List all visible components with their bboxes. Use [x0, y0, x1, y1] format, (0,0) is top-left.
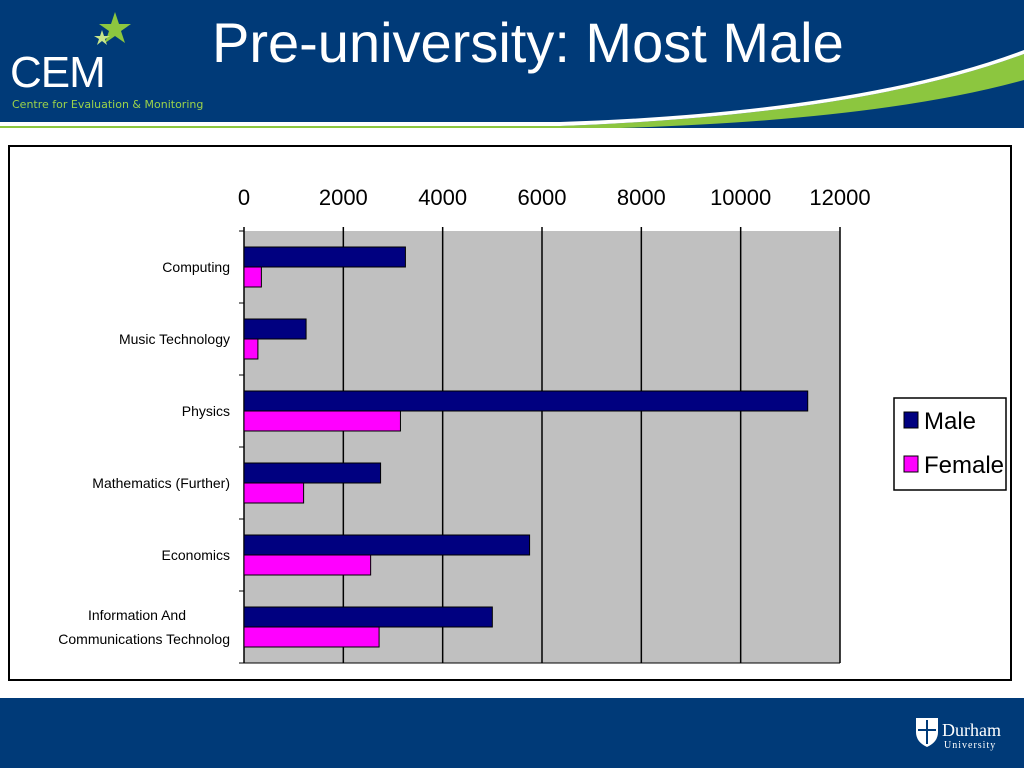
category-label: Computing [162, 259, 230, 275]
bar-female [243, 626, 380, 648]
white-swoosh [0, 50, 1024, 126]
bar-female [243, 266, 262, 288]
bars [243, 246, 809, 648]
category-labels: Computing Music Technology Physics Mathemat… [58, 259, 230, 647]
legend-label: Female [924, 452, 1004, 479]
bar-female [243, 338, 259, 360]
slide-footer: Durham University [0, 698, 1024, 768]
cem-logo-subtitle: Centre for Evaluation & Monitoring [12, 98, 204, 111]
category-label: Physics [182, 403, 230, 419]
category-label: Economics [162, 547, 230, 563]
category-label: Information And Communications Technolog [58, 607, 230, 647]
header-background [0, 0, 1024, 128]
chart-frame: 0 2000 4000 6000 8000 10000 12000 Computing Mus… [8, 145, 1012, 681]
x-tick-label: 2000 [319, 185, 368, 210]
slide-header: CEM Centre for Evaluation & Monitoring P… [0, 0, 1024, 128]
category-label: Mathematics (Further) [92, 475, 230, 491]
bar-chart: 0 2000 4000 6000 8000 10000 12000 Computing Mus… [58, 185, 1007, 664]
bar-male [243, 246, 406, 268]
legend-swatch [903, 411, 919, 429]
x-axis-ticks: 0 2000 4000 6000 8000 10000 12000 [238, 185, 871, 210]
bar-female [243, 554, 372, 576]
star-icon [94, 12, 131, 45]
x-tick-label: 0 [238, 185, 250, 210]
category-label: Music Technology [119, 331, 230, 347]
bar-male [243, 606, 493, 628]
slide-title: Pre-university: Most Male [212, 11, 844, 74]
durham-crest-icon [916, 718, 938, 747]
x-tick-label: 4000 [418, 185, 467, 210]
cem-logo: CEM [10, 48, 106, 97]
x-tick-label: 8000 [617, 185, 666, 210]
bar-male [243, 462, 382, 484]
bar-male [243, 390, 809, 412]
bar-male [243, 318, 307, 340]
x-tick-label: 10000 [710, 185, 771, 210]
bar-female [243, 410, 401, 432]
durham-university-label: University [944, 740, 997, 751]
legend-swatch [903, 455, 919, 473]
durham-name: Durham [942, 720, 1001, 740]
x-tick-label: 12000 [809, 185, 870, 210]
legend: Male Female [893, 397, 1007, 491]
bar-male [243, 534, 531, 556]
x-tick-label: 6000 [518, 185, 567, 210]
legend-label: Male [924, 408, 976, 435]
bar-female [243, 482, 305, 504]
durham-logo: Durham University [914, 716, 1014, 756]
gridlines [239, 227, 841, 664]
